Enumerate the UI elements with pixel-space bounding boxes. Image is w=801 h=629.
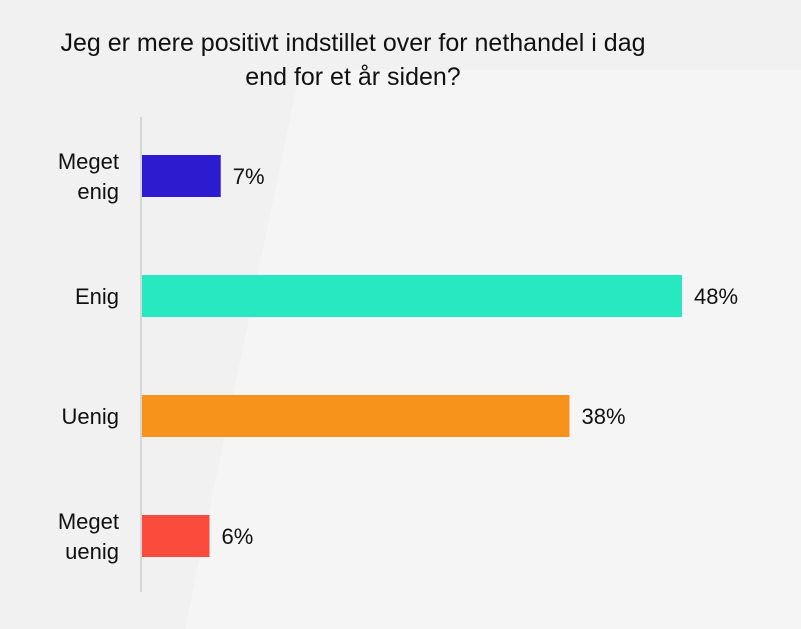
category-label-3-line-0: Meget [58, 509, 119, 534]
value-label-0: 7% [233, 164, 265, 189]
bar-3 [142, 515, 210, 557]
bar-1 [142, 275, 682, 317]
bars-group: 7% Meget enig 48% Enig 38% Uenig 6% Meget uenig [58, 149, 738, 564]
value-label-2: 38% [582, 404, 626, 429]
chart-title-line-2: end for et år siden? [245, 63, 461, 91]
category-label-0: Meget enig [58, 149, 119, 204]
value-label-3: 6% [222, 524, 254, 549]
category-label-1: Enig [75, 284, 119, 309]
category-label-3: Meget uenig [58, 509, 119, 564]
category-label-2: Uenig [62, 404, 119, 429]
chart-title: Jeg er mere positivt indstillet over for… [0, 26, 706, 94]
category-label-3-line-1: uenig [65, 539, 119, 564]
category-label-0-line-0: Meget [58, 149, 119, 174]
category-label-1-line-0: Enig [75, 284, 119, 309]
category-label-2-line-0: Uenig [62, 404, 119, 429]
bar-0 [142, 155, 221, 197]
chart-title-line-1: Jeg er mere positivt indstillet over for… [60, 29, 646, 57]
bar-2 [142, 395, 570, 437]
value-label-1: 48% [694, 284, 738, 309]
category-label-0-line-1: enig [77, 179, 119, 204]
